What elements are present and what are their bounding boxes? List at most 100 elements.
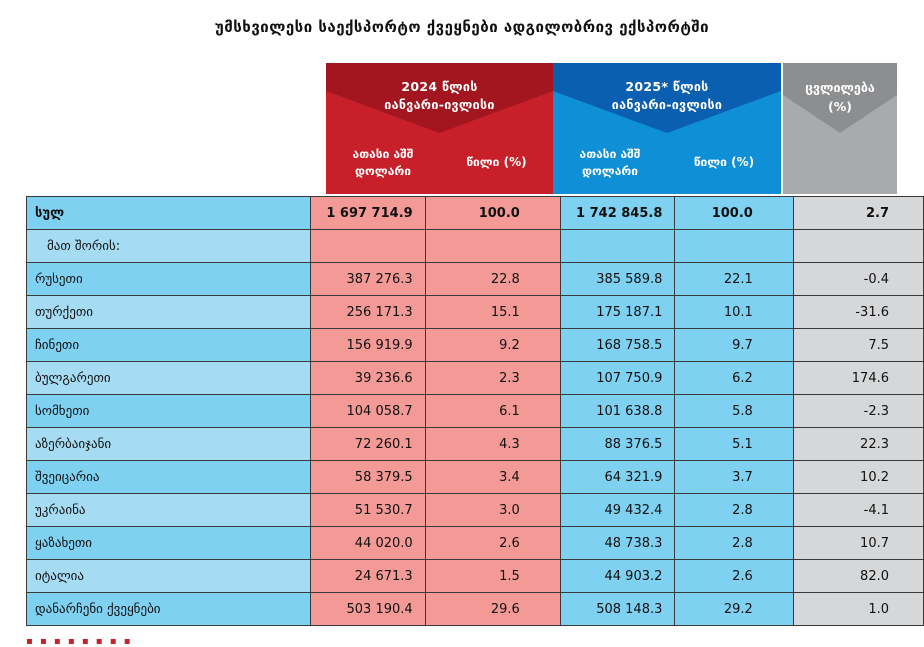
share-2025-cell: 9.7 <box>674 328 794 362</box>
header-change-line1: ცვლილება <box>805 80 875 95</box>
value-2025-cell: 44 903.2 <box>559 559 676 593</box>
header-2025-value-line2: დოლარი <box>582 164 638 178</box>
header-2024-share: წილი (%) <box>466 155 527 169</box>
value-2025-cell: 49 432.4 <box>559 493 676 527</box>
country-name-cell: ჩინეთი <box>25 328 312 362</box>
change-cell: -0.4 <box>792 262 924 296</box>
change-cell: 1.0 <box>792 592 924 626</box>
header-2025-share: წილი (%) <box>693 155 755 169</box>
value-2024-cell: 24 671.3 <box>310 559 426 593</box>
share-2025-cell: 3.7 <box>674 460 794 494</box>
value-2024-cell: 104 058.7 <box>310 394 426 428</box>
value-2024-cell: 51 530.7 <box>310 493 426 527</box>
share-2025-cell: 10.1 <box>674 295 794 329</box>
value-2024-cell: 58 379.5 <box>310 460 426 494</box>
header-2025-value-line1: ათასი აშშ <box>579 147 641 161</box>
header-2025-months: იანვარი-ივლისი <box>611 97 723 112</box>
share-2024-cell: 22.8 <box>424 262 561 296</box>
value-2025-cell: 88 376.5 <box>559 427 676 461</box>
share-2024-cell: 29.6 <box>424 592 561 626</box>
share-2024-cell: 15.1 <box>424 295 561 329</box>
value-2025-cell: 101 638.8 <box>559 394 676 428</box>
change-cell: 2.7 <box>792 196 924 230</box>
header-2025-ribbon <box>553 63 781 133</box>
share-2024-cell: 2.6 <box>424 526 561 560</box>
country-name-cell: უკრაინა <box>25 493 312 527</box>
header-2025-year: 2025* წლის <box>625 79 709 94</box>
value-2025-cell: 107 750.9 <box>559 361 676 395</box>
country-name-cell: იტალია <box>25 559 312 593</box>
value-2024-cell: 39 236.6 <box>310 361 426 395</box>
header-2024-value-line1: ათასი აშშ <box>352 147 414 161</box>
header-2025-period: 2025* წლის იანვარი-ივლისი <box>553 78 781 114</box>
value-2025-cell <box>559 229 676 263</box>
value-2025-cell: 64 321.9 <box>559 460 676 494</box>
page-title: უმსხვილესი საექსპორტო ქვეყნები ადგილობრი… <box>214 18 710 36</box>
share-2025-cell: 29.2 <box>674 592 794 626</box>
share-2025-cell: 5.1 <box>674 427 794 461</box>
share-2025-cell: 6.2 <box>674 361 794 395</box>
change-cell: 10.7 <box>792 526 924 560</box>
table-row: თურქეთი 256 171.3 15.1 175 187.1 10.1 -31.6 <box>25 295 924 329</box>
country-name-cell: შვეიცარია <box>25 460 312 494</box>
change-cell: -4.1 <box>792 493 924 527</box>
change-cell: -2.3 <box>792 394 924 428</box>
change-cell <box>792 229 924 263</box>
change-cell: 174.6 <box>792 361 924 395</box>
share-2024-cell: 1.5 <box>424 559 561 593</box>
country-name-cell: მათ შორის: <box>25 229 312 263</box>
share-2024-cell: 3.4 <box>424 460 561 494</box>
header-change-ribbon <box>783 63 897 133</box>
share-2025-cell: 100.0 <box>674 196 794 230</box>
table-row: სომხეთი 104 058.7 6.1 101 638.8 5.8 -2.3 <box>25 394 924 428</box>
share-2024-cell: 2.3 <box>424 361 561 395</box>
header-2025: 2025* წლის იანვარი-ივლისი ათასი აშშ დოლა… <box>553 63 781 194</box>
export-table: სულ 1 697 714.9 100.0 1 742 845.8 100.0 2.7 მა… <box>25 196 924 626</box>
share-2024-cell: 6.1 <box>424 394 561 428</box>
value-2024-cell: 1 697 714.9 <box>310 196 426 230</box>
share-2024-cell <box>424 229 561 263</box>
table-row: ყაზახეთი 44 020.0 2.6 48 738.3 2.8 10.7 <box>25 526 924 560</box>
share-2024-cell: 9.2 <box>424 328 561 362</box>
share-2024-cell: 4.3 <box>424 427 561 461</box>
change-cell: 7.5 <box>792 328 924 362</box>
value-2024-cell: 503 190.4 <box>310 592 426 626</box>
share-2025-cell: 22.1 <box>674 262 794 296</box>
share-2024-cell: 100.0 <box>424 196 561 230</box>
header-2024-months: იანვარი-ივლისი <box>384 97 495 112</box>
country-name-cell: სულ <box>25 196 312 230</box>
value-2025-cell: 175 187.1 <box>559 295 676 329</box>
value-2025-cell: 508 148.3 <box>559 592 676 626</box>
header-change-label: ცვლილება (%) <box>783 78 897 116</box>
header-2024-value: ათასი აშშ დოლარი <box>326 146 440 180</box>
share-2025-cell: 2.6 <box>674 559 794 593</box>
table-row: იტალია 24 671.3 1.5 44 903.2 2.6 82.0 <box>25 559 924 593</box>
value-2024-cell: 72 260.1 <box>310 427 426 461</box>
value-2025-cell: 1 742 845.8 <box>559 196 676 230</box>
header-2024-ribbon <box>326 63 553 133</box>
change-cell: 82.0 <box>792 559 924 593</box>
value-2024-cell: 387 276.3 <box>310 262 426 296</box>
value-2024-cell <box>310 229 426 263</box>
share-2025-cell <box>674 229 794 263</box>
value-2025-cell: 385 589.8 <box>559 262 676 296</box>
table-row: შვეიცარია 58 379.5 3.4 64 321.9 3.7 10.2 <box>25 460 924 494</box>
country-name-cell: სომხეთი <box>25 394 312 428</box>
country-name-cell: რუსეთი <box>25 262 312 296</box>
country-name-cell: დანარჩენი ქვეყნები <box>25 592 312 626</box>
change-cell: 22.3 <box>792 427 924 461</box>
value-2024-cell: 44 020.0 <box>310 526 426 560</box>
export-table-body: სულ 1 697 714.9 100.0 1 742 845.8 100.0 2.7 მა… <box>25 196 924 626</box>
value-2024-cell: 256 171.3 <box>310 295 426 329</box>
share-2024-cell: 3.0 <box>424 493 561 527</box>
share-2025-cell: 2.8 <box>674 493 794 527</box>
country-name-cell: აზერბაიჯანი <box>25 427 312 461</box>
header-2024-value-line2: დოლარი <box>355 164 411 178</box>
table-row: ბულგარეთი 39 236.6 2.3 107 750.9 6.2 174.6 <box>25 361 924 395</box>
share-2025-cell: 5.8 <box>674 394 794 428</box>
change-cell: -31.6 <box>792 295 924 329</box>
header-2024-year: 2024 წლის <box>401 79 478 94</box>
header-2024-period: 2024 წლის იანვარი-ივლისი <box>326 78 553 114</box>
header-change-line2: (%) <box>828 99 852 114</box>
value-2024-cell: 156 919.9 <box>310 328 426 362</box>
